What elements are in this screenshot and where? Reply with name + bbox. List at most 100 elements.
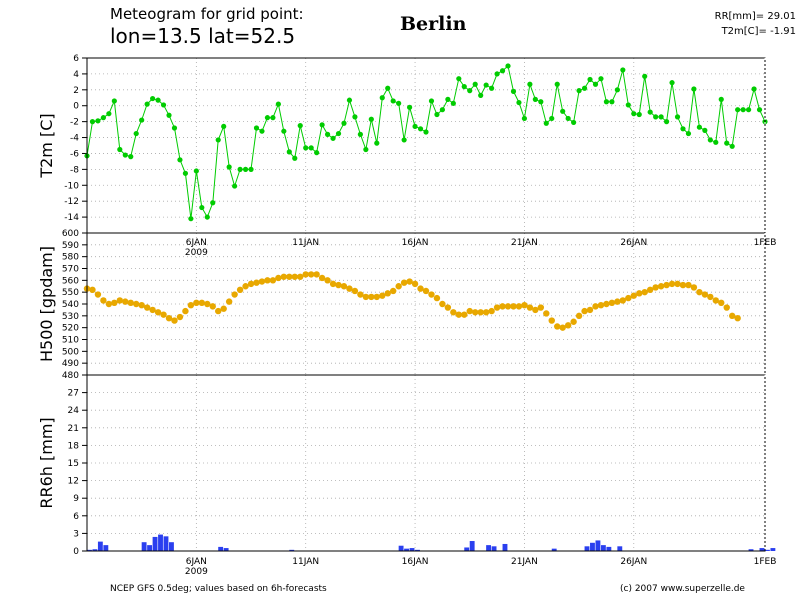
h500-point [122,298,129,305]
h500-point [597,301,605,309]
t2m-point [516,99,522,106]
t2m-ytick-label: -6 [70,149,79,159]
h500-point [143,304,151,311]
h500-point [575,312,583,320]
h500-ytick-label: 530 [62,312,79,322]
t2m-point [155,97,161,103]
t2m-point [210,200,216,206]
t2m-point [713,139,719,145]
date-tick-label: 16JAN [402,238,429,248]
rr6h-bar [289,549,295,551]
h500-point [433,294,441,302]
rr6h-bar [584,546,590,551]
t2m-point [423,129,429,135]
t2m-point [357,131,363,137]
h500-point [193,299,200,307]
year-label: 2009 [185,248,208,258]
h500-point [215,307,222,315]
rr6h-ytick-label: 21 [68,424,79,434]
t2m-point [631,111,637,117]
t2m-point [609,99,615,105]
h500-point [100,297,107,304]
rr6h-ytick-label: 0 [73,547,79,557]
h500-axis-label: H500 [gpdam] [37,246,56,362]
h500-point [111,299,118,307]
h500-point [231,291,238,298]
t2m-point [308,145,314,151]
t2m-ytick-label: 6 [73,54,79,64]
t2m-point [193,168,199,174]
h500-point [362,293,370,301]
h500-point [209,303,216,310]
h500-point [690,284,698,291]
t2m-ytick-label: 0 [73,102,79,112]
t2m-point [166,112,172,118]
h500-ytick-label: 560 [62,276,79,286]
h500-point [149,306,156,314]
h500-point [641,288,648,296]
h500-ytick-label: 500 [62,347,79,357]
h500-point [280,273,288,280]
t2m-point [740,107,746,113]
t2m-point [691,86,697,92]
t2m-point [625,102,631,108]
t2m-point [707,137,713,143]
rr6h-ytick-label: 3 [73,529,79,539]
h500-point [116,297,124,304]
h500-point [488,307,495,315]
t2m-point [221,123,227,130]
h500-point [537,304,545,311]
h500-point [625,294,632,302]
h500-point [176,313,184,321]
h500-point [652,284,659,291]
t2m-point [253,125,260,131]
rr6h-bar [223,548,229,551]
t2m-point [614,87,620,93]
t2m-point [144,101,150,107]
t2m-point [396,100,402,106]
h500-point [510,303,517,310]
rr6h-ytick-label: 27 [68,389,79,399]
t2m-point [286,149,292,155]
t2m-point [685,130,692,137]
h500-point [499,303,506,310]
h500-point [696,288,703,296]
h500-point [160,311,167,318]
t2m-point [461,84,467,90]
h500-point [444,304,452,311]
h500-point [357,291,364,298]
t2m-point [204,214,210,220]
h500-point [701,291,709,298]
h500-point [400,279,408,286]
date-tick-label: 16JAN [402,557,429,567]
h500-point [614,298,621,305]
h500-point [225,298,233,305]
rr6h-bar [765,549,770,551]
h500-point [94,291,102,298]
t2m-point [292,155,298,161]
t2m-point [188,216,194,222]
h500-point [291,273,298,280]
h500-point [417,285,424,292]
h500-point [264,277,271,284]
rr6h-bar [152,536,158,551]
h500-point [286,273,293,280]
t2m-point [401,137,407,143]
rr6h-ytick-label: 24 [68,406,80,416]
t2m-point [735,107,741,113]
t2m-point [587,76,593,83]
rr6h-bar [590,542,595,551]
h500-point [674,280,681,288]
h500-ytick-label: 580 [62,253,79,263]
h500-point [564,322,572,329]
h500-point [368,293,375,301]
t2m-point [248,166,254,172]
h500-point [236,286,244,293]
h500-point [253,279,260,286]
t2m-point [171,125,178,131]
t2m-point [592,81,599,87]
t2m-frame [86,57,766,234]
h500-point [707,293,714,301]
t2m-point [412,123,418,130]
t2m-point [89,119,96,125]
